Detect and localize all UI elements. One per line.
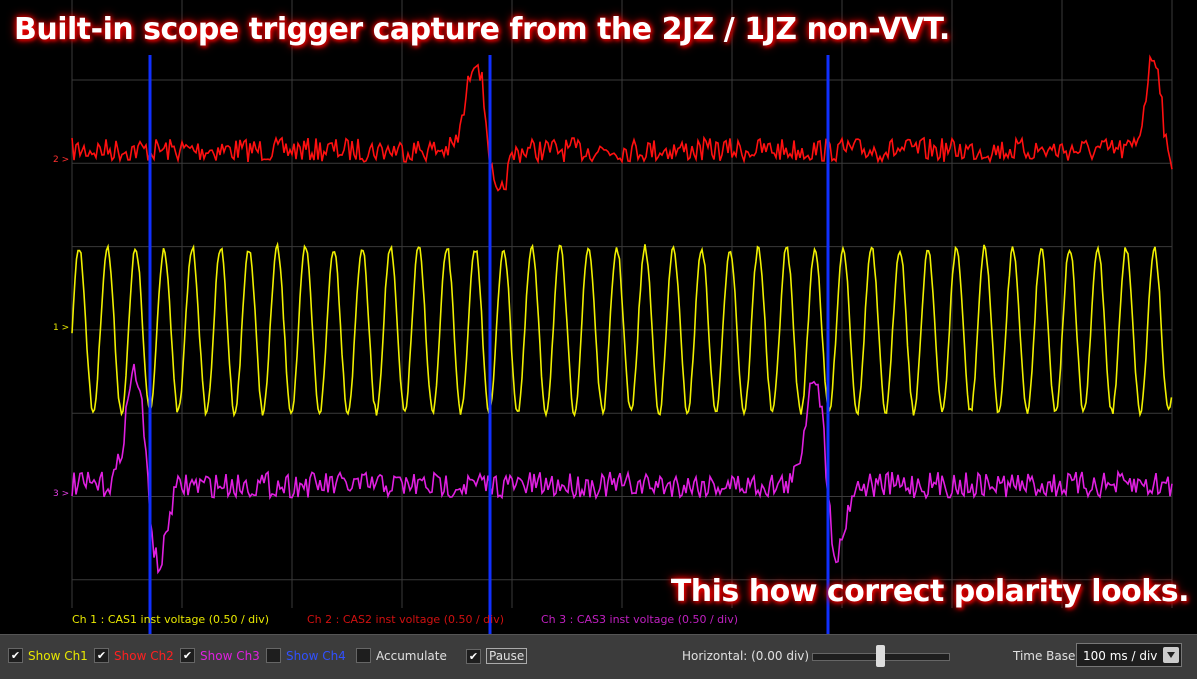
checkbox[interactable]: ✔ Show Ch1 [8, 648, 88, 663]
checkbox-label: Show Ch4 [286, 648, 346, 663]
legend-entry: Ch 1 : CAS1 inst voltage (0.50 / div) [72, 613, 270, 626]
ch1-trace [71, 241, 1173, 418]
channel-marker: 1 > [53, 323, 70, 333]
channel-marker: 3 > [53, 489, 70, 499]
checkbox[interactable]: Accumulate [356, 648, 447, 663]
checkbox-box[interactable] [266, 648, 281, 663]
checkbox-box[interactable]: ✔ [180, 648, 195, 663]
checkbox-box[interactable]: ✔ [8, 648, 23, 663]
control-bar: ✔ Show Ch1 ✔ Show Ch2 ✔ Show Ch3 Show Ch4 Accum… [0, 634, 1197, 679]
checkbox-box[interactable] [356, 648, 371, 663]
checkbox-label: Accumulate [376, 648, 447, 663]
caption: This how correct polarity looks. [670, 574, 1190, 609]
time-base-value: 100 ms / div [1083, 649, 1158, 663]
checkbox-label: Show Ch3 [200, 648, 260, 663]
title: Built-in scope trigger capture from the … [14, 12, 950, 47]
dropdown-arrow[interactable] [1163, 647, 1179, 663]
checkbox[interactable]: ✔ Show Ch2 [94, 648, 174, 663]
checkbox-box[interactable]: ✔ [466, 648, 481, 664]
time-base-label: Time Base [1013, 649, 1076, 663]
legend-entry: Ch 2 : CAS2 inst voltage (0.50 / div) [307, 613, 505, 626]
ch2-trace [71, 54, 1173, 192]
horizontal-label: Horizontal: (0.00 div) [682, 649, 810, 663]
checkbox-label: Pause [486, 648, 528, 664]
legend-entry: Ch 3 : CAS3 inst voltage (0.50 / div) [541, 613, 739, 626]
checkbox-box[interactable]: ✔ [94, 648, 109, 663]
time-base-select[interactable]: 100 ms / div [1076, 643, 1182, 667]
scope-display [71, 0, 1173, 634]
checkbox[interactable]: ✔ Pause [466, 648, 528, 664]
checkbox[interactable]: Show Ch4 [266, 648, 346, 663]
slider-knob[interactable] [876, 645, 885, 667]
channel-marker: 2 > [53, 155, 70, 165]
checkbox[interactable]: ✔ Show Ch3 [180, 648, 260, 663]
checkbox-label: Show Ch2 [114, 648, 174, 663]
checkbox-label: Show Ch1 [28, 648, 88, 663]
ch3-trace [71, 363, 1173, 575]
